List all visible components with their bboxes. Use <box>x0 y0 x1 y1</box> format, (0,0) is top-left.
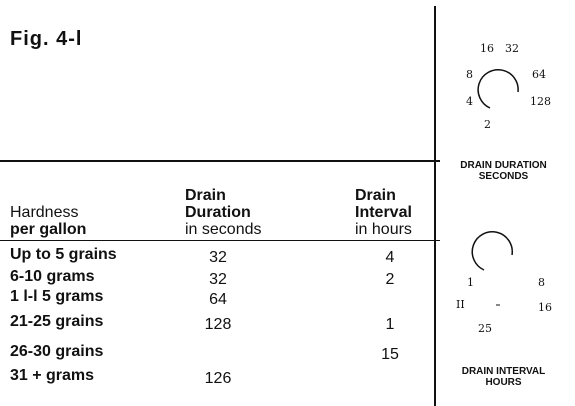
table-cell: 2 <box>386 271 395 289</box>
table-cell: 1 <box>386 316 395 334</box>
table-cell: Up to 5 grains <box>10 246 117 264</box>
dial-label: 16 <box>538 301 552 314</box>
table-cell: 128 <box>205 316 232 334</box>
dial-panel <box>436 0 575 406</box>
dial-caption: HOURS <box>432 377 575 389</box>
table-cell: 15 <box>381 346 399 364</box>
column-header: Drain <box>185 187 226 204</box>
column-header: in hours <box>355 221 412 238</box>
column-header: in seconds <box>185 221 262 238</box>
table-cell: 21-25 grains <box>10 313 103 331</box>
header-rule <box>0 240 440 241</box>
dial-label: 16 <box>480 42 494 55</box>
dial-label: 25 <box>478 322 492 335</box>
column-header: Hardness <box>10 204 78 221</box>
table-top-rule <box>0 160 440 162</box>
table-cell: 32 <box>209 271 227 289</box>
dial-label: 8 <box>538 276 545 289</box>
table-cell: 31 + grams <box>10 367 94 385</box>
table-cell: 1 l-l 5 grams <box>10 288 103 306</box>
dial-circle <box>472 232 512 270</box>
dial-label: 2 <box>484 118 491 131</box>
column-header: Duration <box>185 204 251 221</box>
table-cell: 26-30 grains <box>10 343 103 361</box>
dial-label: 32 <box>505 42 519 55</box>
dial-caption: SECONDS <box>432 171 575 183</box>
dial-circle <box>478 70 518 108</box>
table-cell: 64 <box>209 291 227 309</box>
column-header: Drain <box>355 187 396 204</box>
table-cell: 32 <box>209 249 227 267</box>
page: {"header": {"title": "Fig. 4-l"}, "table… <box>0 0 575 406</box>
column-header: per gallon <box>10 221 86 238</box>
table-cell: 4 <box>386 249 395 267</box>
dial-label: 128 <box>530 95 551 108</box>
dial-label: 8 <box>466 68 473 81</box>
dial-label: 4 <box>466 95 473 108</box>
dial-label: II <box>456 298 465 311</box>
table-cell: 6-10 grams <box>10 268 95 286</box>
dial-label: 64 <box>532 68 546 81</box>
figure-title: Fig. 4-l <box>10 28 82 51</box>
table-cell: 126 <box>205 370 232 388</box>
dial-label: 1 <box>467 276 474 289</box>
column-header: Interval <box>355 204 412 221</box>
